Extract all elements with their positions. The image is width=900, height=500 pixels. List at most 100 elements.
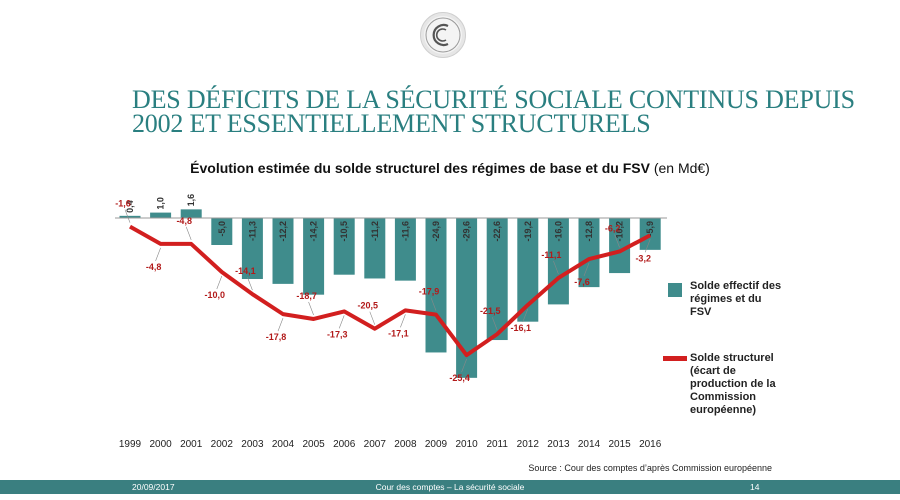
line-label-leader-2008	[400, 314, 406, 328]
line-label-2001: -4,8	[176, 216, 192, 226]
bar-label-2003: -11,3	[247, 221, 257, 241]
x-tick-2007: 2007	[364, 439, 387, 450]
legend-line-line-5: européenne)	[690, 404, 757, 416]
footer-bar: 20/09/2017 Cour des comptes – La sécurit…	[0, 480, 900, 494]
footer-page-number: 14	[750, 482, 760, 492]
structural-balance-line	[129, 224, 652, 358]
legend-bar-line-1: Solde effectif des	[690, 280, 782, 292]
chart-subtitle-unit: (en Md€)	[653, 160, 710, 176]
bar-label-2013: -16,0	[553, 221, 563, 242]
bar-label-2001: 1,6	[186, 194, 196, 207]
bar-2010	[456, 218, 478, 378]
x-tick-2000: 2000	[149, 439, 172, 450]
bar-label-2014: -12,8	[584, 221, 594, 242]
line-label-2003: -14,1	[235, 266, 256, 276]
line-label-2012: -16,1	[511, 323, 532, 333]
line-label-leader-2004	[277, 318, 284, 332]
line-label-leader-2012	[522, 308, 529, 323]
line-label-2002: -10,0	[205, 290, 226, 300]
bar-label-2009: -24,9	[431, 221, 441, 242]
bar-label-2004: -12,2	[278, 221, 288, 242]
line-label-2011: -21,5	[480, 306, 501, 316]
bar-2014	[578, 218, 600, 288]
chart-subtitle-text: Évolution estimée du solde structurel de…	[190, 160, 650, 176]
line-label-leader-2016	[644, 239, 651, 253]
line-label-leader-2009	[430, 297, 437, 311]
x-tick-2003: 2003	[241, 439, 264, 450]
line-label-2005: -18,7	[296, 291, 317, 301]
bar-label-2000: 1,0	[156, 197, 166, 210]
bar-label-2007: -11,2	[370, 221, 380, 241]
line-label-leader-2001	[185, 226, 192, 241]
x-tick-2005: 2005	[302, 439, 325, 450]
source-note: Source : Cour des comptes d’après Commis…	[528, 463, 772, 473]
bar-2004	[272, 218, 294, 284]
bar-label-1999: 0,4	[125, 200, 135, 213]
bar-2011	[486, 218, 508, 341]
bar-2008	[394, 218, 416, 281]
bar-label-2005: -14,2	[309, 221, 319, 242]
x-tick-1999: 1999	[119, 439, 142, 450]
line-label-leader-2002	[216, 275, 223, 290]
line-label-1999: -1,6	[115, 199, 131, 209]
x-tick-2001: 2001	[180, 439, 203, 450]
line-label-2004: -17,8	[266, 332, 287, 342]
legend-bar-label: Solde effectif des régimes et du FSV	[690, 280, 781, 319]
legend-bar-line-3: FSV	[690, 306, 712, 318]
line-label-2010: -25,4	[449, 373, 470, 383]
line-label-2014: -7,6	[574, 277, 590, 287]
x-tick-2009: 2009	[425, 439, 448, 450]
bar-2012	[517, 218, 539, 322]
cour-des-comptes-logo	[420, 12, 466, 58]
legend-line-line-1: Solde structurel	[690, 352, 774, 364]
line-label-2013: -11,1	[541, 250, 561, 260]
page-title: DES DÉFICITS DE LA SÉCURITÉ SOCIALE CONT…	[132, 85, 855, 138]
bar-1999	[119, 215, 141, 218]
bar-2007	[364, 218, 386, 279]
bar-2006	[333, 218, 355, 275]
line-label-leader-2013	[553, 260, 559, 275]
bar-2005	[303, 218, 325, 295]
footer-center: Cour des comptes – La sécurité sociale	[375, 482, 525, 492]
line-label-2009: -17,9	[419, 287, 440, 297]
line-label-2008: -17,1	[388, 328, 409, 338]
line-label-leader-2007	[369, 311, 376, 325]
x-tick-2006: 2006	[333, 439, 356, 450]
legend-bar-swatch	[668, 283, 682, 297]
bar-label-2012: -19,2	[523, 221, 533, 242]
line-label-2000: -4,8	[146, 262, 162, 272]
legend-line-label: Solde structurel (écart de production de…	[690, 352, 776, 417]
x-tick-2011: 2011	[486, 439, 508, 450]
x-tick-2014: 2014	[578, 439, 601, 450]
bar-label-2011: -22,6	[492, 221, 502, 242]
line-label-leader-2006	[338, 315, 345, 329]
legend-line-line-2: (écart de	[690, 365, 736, 377]
line-label-leader-2000	[155, 247, 161, 262]
line-label-2007: -20,5	[358, 301, 379, 311]
line-label-leader-2014	[583, 262, 590, 277]
x-tick-2010: 2010	[455, 439, 478, 450]
bar-label-2016: -5,9	[645, 221, 655, 237]
bar-2015	[609, 218, 631, 274]
x-tick-2015: 2015	[608, 439, 631, 450]
line-label-leader-2003	[247, 277, 253, 291]
legend-line-swatch	[663, 356, 687, 361]
bar-2003	[241, 218, 263, 280]
line-label-leader-2015	[614, 234, 620, 248]
line-label-leader-2005	[308, 301, 314, 316]
bar-2001	[180, 209, 202, 218]
x-tick-2004: 2004	[272, 439, 295, 450]
x-tick-2008: 2008	[394, 439, 417, 450]
legend-line-line-3: production de la	[690, 378, 776, 390]
line-label-2016: -3,2	[635, 253, 651, 263]
chart-canvas: 0,4 1,0 1,6 -5,0 -11,3 -12,2 -14,2 -10,5 -11,2 -1…	[115, 194, 667, 450]
bar-2000	[150, 212, 172, 218]
line-label-leader-1999	[124, 209, 131, 223]
line-label-leader-2010	[461, 359, 467, 373]
x-tick-2012: 2012	[517, 439, 540, 450]
bar-label-2008: -11,6	[400, 221, 410, 241]
bar-2002	[211, 218, 233, 245]
chart-subtitle: Évolution estimée du solde structurel de…	[0, 160, 900, 176]
bar-label-2010: -29,6	[462, 221, 472, 242]
line-label-2006: -17,3	[327, 329, 348, 339]
